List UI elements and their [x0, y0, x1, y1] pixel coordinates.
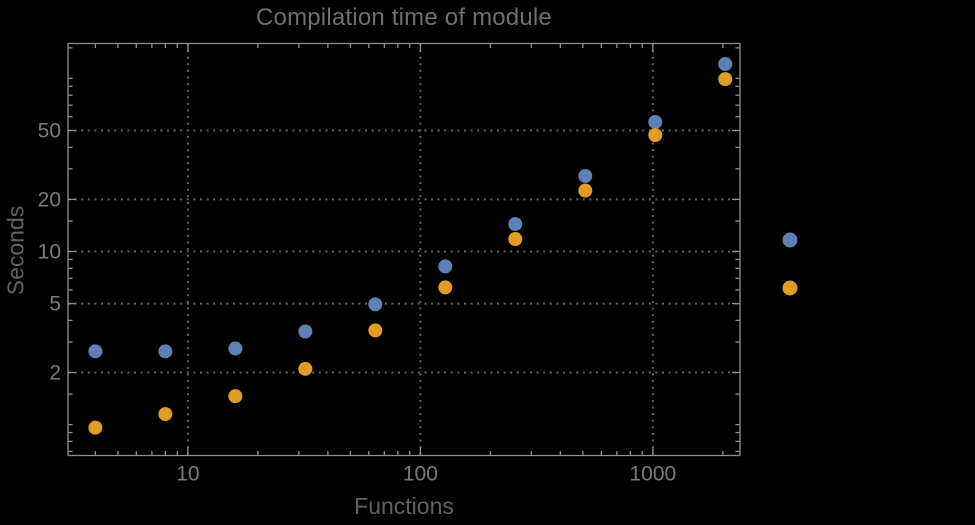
series-1-point-x16 [228, 341, 243, 356]
x-axis-label: Functions [354, 493, 454, 519]
series-1-point-x32 [298, 324, 313, 339]
series-1-point-x8 [158, 344, 173, 359]
chart-title: Compilation time of module [255, 4, 552, 31]
series-2-point-x256 [508, 232, 523, 247]
y-tick-label-50: 50 [38, 119, 61, 142]
legend-marker-series-1 [782, 232, 798, 248]
legend-marker-series-2 [782, 280, 798, 296]
x-tick-label-1000: 1000 [630, 463, 677, 486]
y-tick-label-10: 10 [38, 240, 61, 263]
series-2-point-x32 [298, 361, 313, 376]
x-tick-label-100: 100 [403, 463, 438, 486]
series-1-point-x64 [368, 297, 383, 312]
series-1-point-x256 [508, 217, 523, 232]
y-tick-label-2: 2 [49, 361, 61, 384]
series-1-point-x2048 [718, 57, 733, 72]
y-tick-label-20: 20 [38, 188, 61, 211]
series-2-point-x64 [368, 323, 383, 338]
y-tick-label-5: 5 [49, 293, 61, 316]
series-1-point-x4 [88, 344, 103, 359]
series-2-point-x8 [158, 407, 173, 422]
series-1-point-x512 [578, 168, 593, 183]
series-2-point-x128 [438, 280, 453, 295]
series-2-point-x16 [228, 389, 243, 404]
series-2-point-x512 [578, 183, 593, 198]
series-2-point-x4 [88, 420, 103, 435]
series-2-point-x2048 [718, 72, 733, 87]
series-2-point-x1024 [648, 128, 663, 143]
series-1-point-x1024 [648, 114, 663, 129]
plot-frame [67, 42, 741, 457]
x-tick-label-10: 10 [176, 463, 199, 486]
series-1-point-x128 [438, 259, 453, 274]
